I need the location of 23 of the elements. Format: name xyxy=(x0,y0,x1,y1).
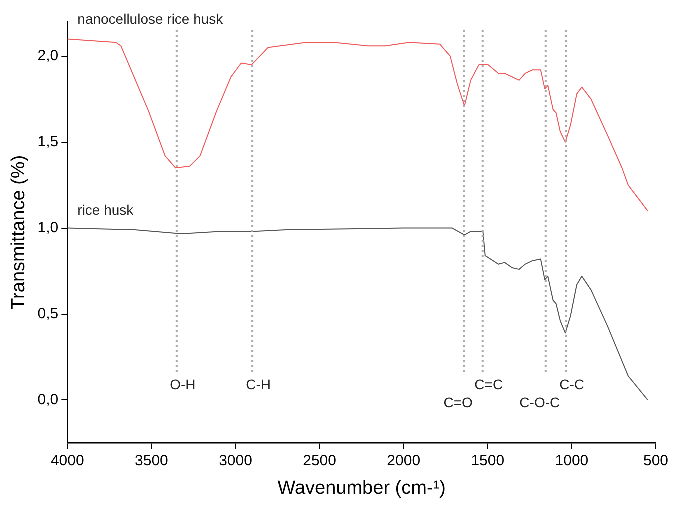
series-label: nanocellulose rice husk xyxy=(78,11,224,28)
y-tick-label: 2,0 xyxy=(38,48,59,65)
x-tick-label: 2000 xyxy=(387,452,421,470)
ref-line-label: C-H xyxy=(246,376,272,392)
series-label: rice husk xyxy=(78,202,135,218)
ref-line-label: C=C xyxy=(474,376,504,392)
x-axis-title: Wavenumber (cm-¹) xyxy=(278,478,446,499)
x-tick-label: 3000 xyxy=(219,452,252,470)
ref-line-label: C-O-C xyxy=(520,394,560,410)
x-tick-label: 2500 xyxy=(303,452,336,470)
x-tick-label: 1000 xyxy=(555,452,589,470)
y-tick-label: 1,0 xyxy=(38,219,59,236)
x-tick-label: 500 xyxy=(643,452,669,470)
ref-line-label: C-C xyxy=(560,376,585,392)
y-axis-title: Transmittance (%) xyxy=(8,155,30,310)
y-tick-label: 1,5 xyxy=(38,133,59,150)
ref-line-label: C=O xyxy=(444,394,474,410)
x-tick-label: 3500 xyxy=(135,452,168,470)
ref-line-label: O-H xyxy=(170,376,196,392)
x-tick-label: 1500 xyxy=(471,452,505,470)
y-tick-label: 0,5 xyxy=(38,305,59,322)
x-tick-label: 4000 xyxy=(50,452,84,470)
y-tick-label: 0,0 xyxy=(38,391,59,408)
